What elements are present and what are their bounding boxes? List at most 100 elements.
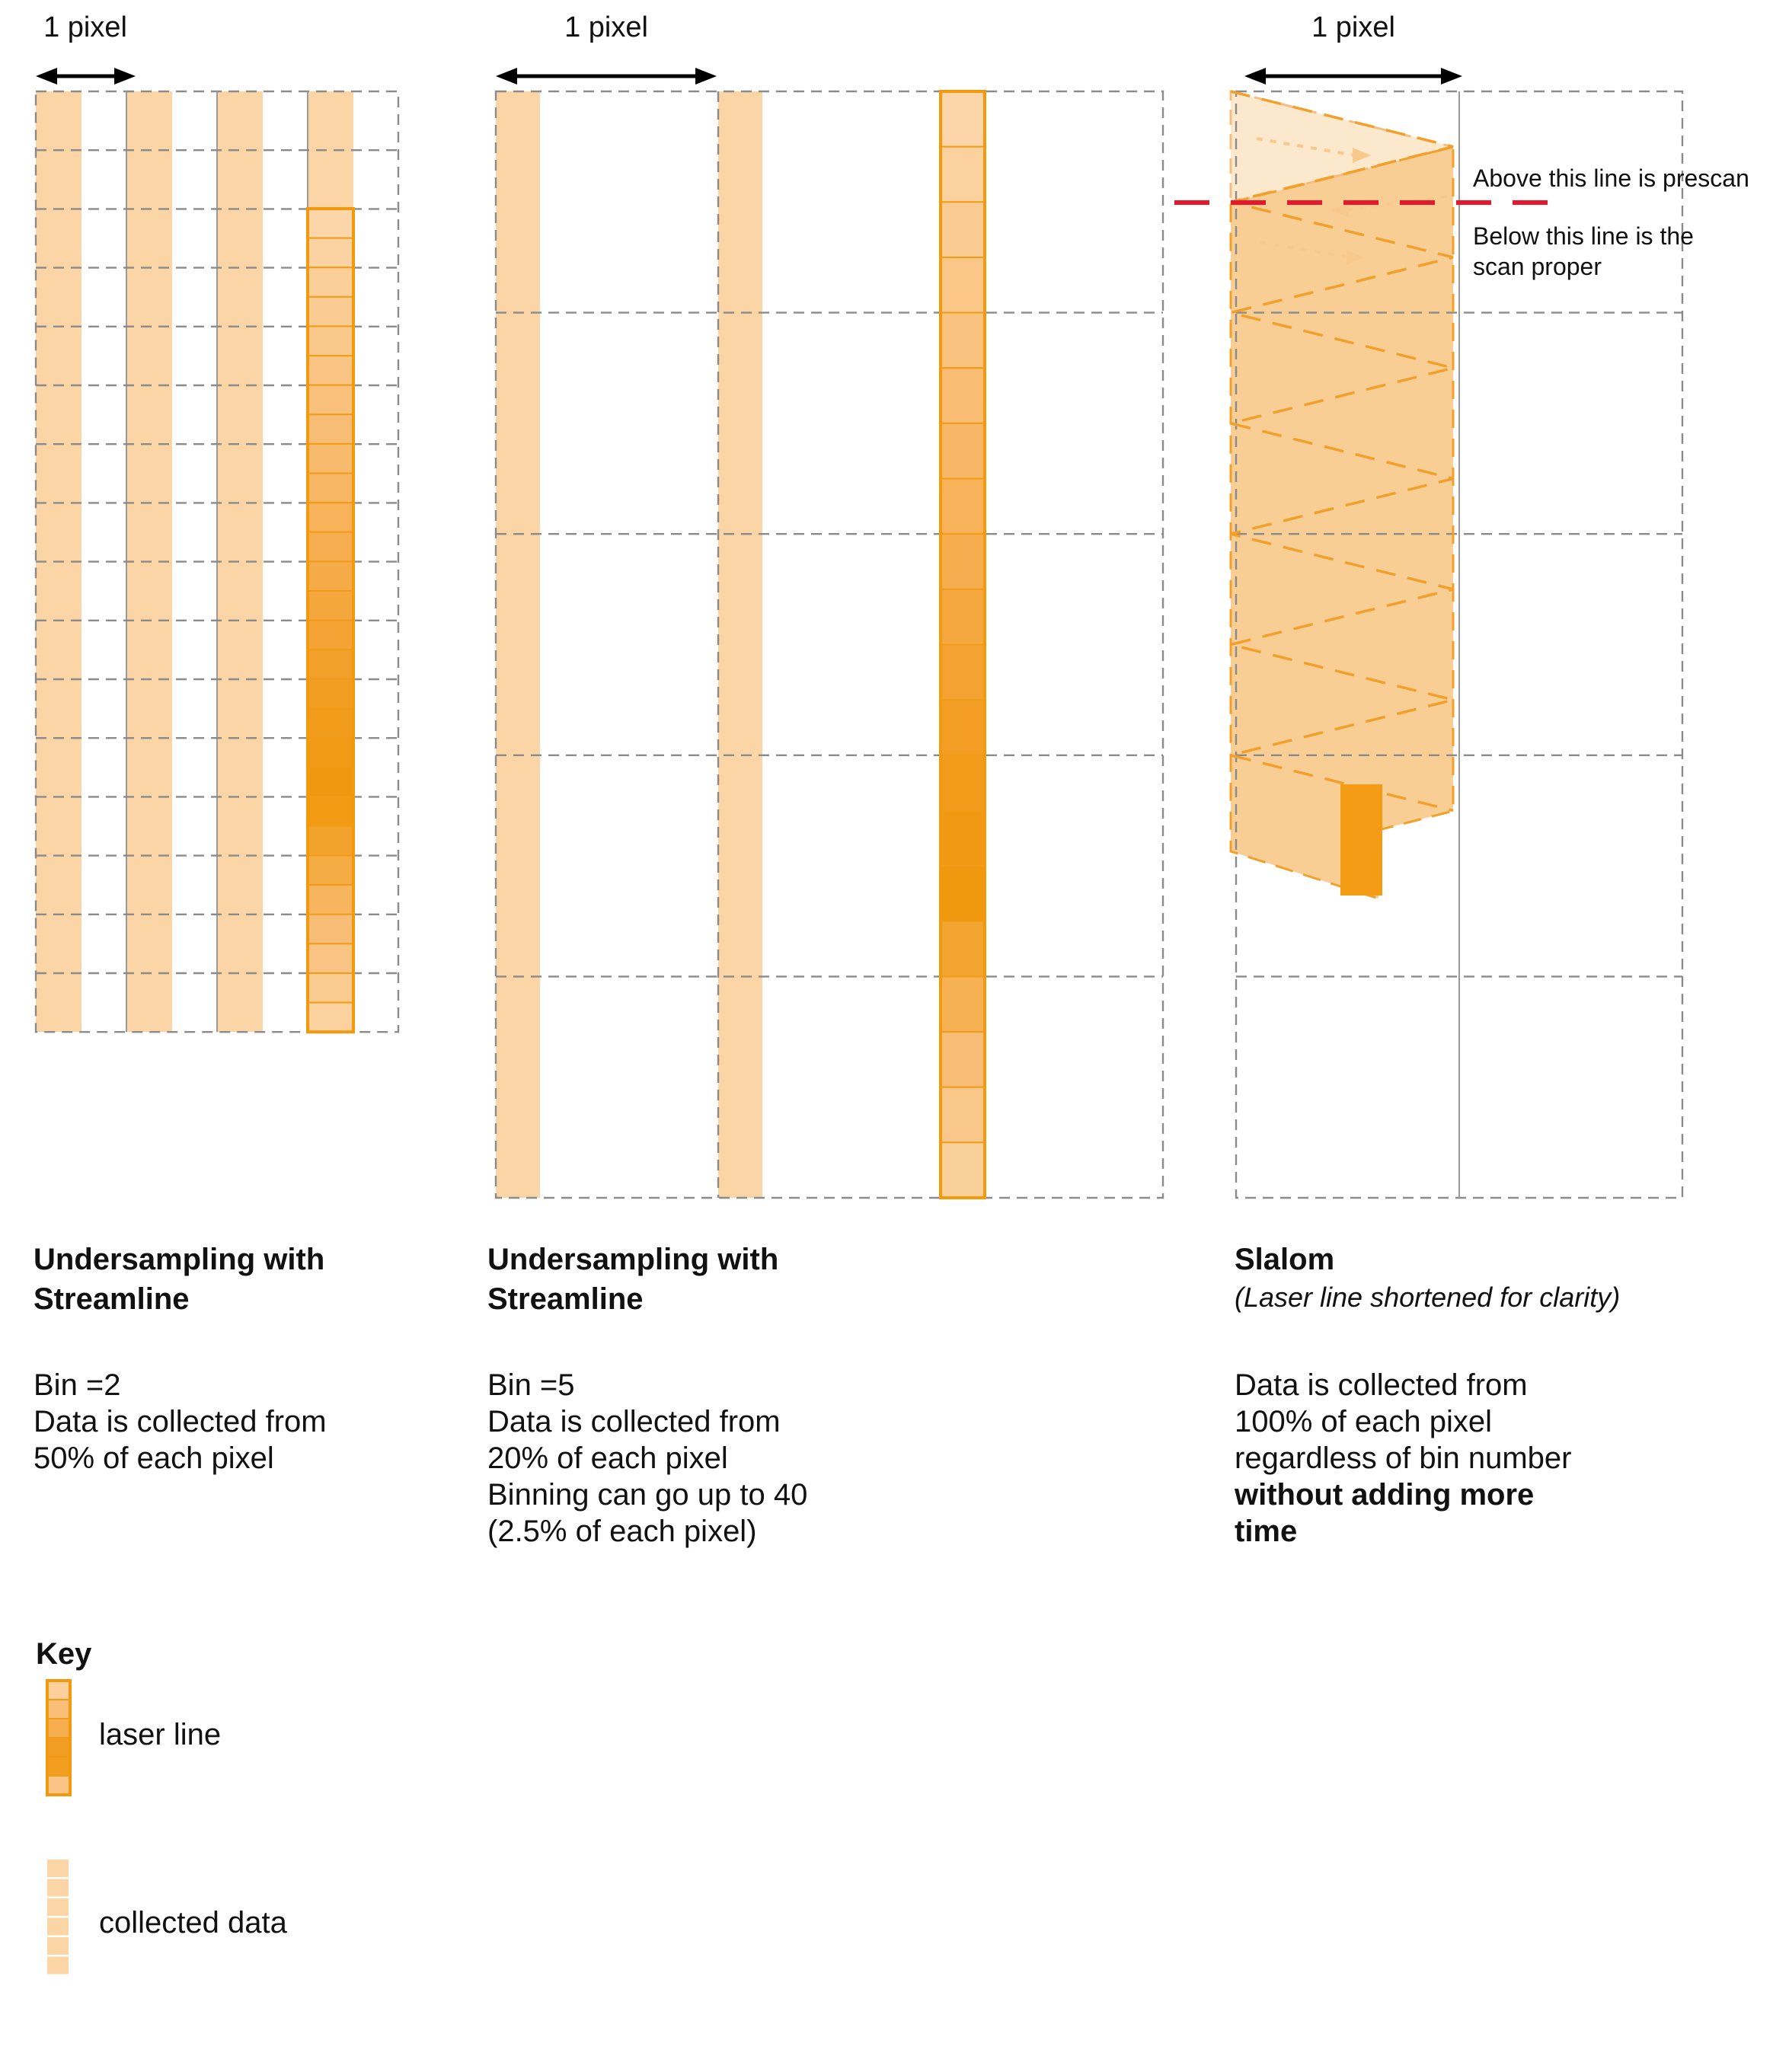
laser-line-segment [307, 854, 354, 886]
key-laser-line-swatch-segment [46, 1718, 71, 1738]
slalom-arrowhead-right [1347, 250, 1365, 265]
pixel-width-arrowhead-right [114, 68, 136, 85]
collected-data-stripe [718, 91, 762, 1198]
pixel-width-arrowhead-left [496, 68, 517, 85]
key-laser-line-swatch-segment [46, 1680, 71, 1700]
panel-body-bin5-line1: Bin =5 [487, 1368, 575, 1402]
laser-line-segment [307, 1001, 354, 1033]
panel-body-slalom-line1: Data is collected from [1235, 1368, 1528, 1402]
laser-line-segment [307, 295, 354, 327]
laser-line-segment [307, 531, 354, 563]
key-collected-data-swatch-segment [47, 1917, 69, 1936]
pixel-width-arrowhead-right [1441, 68, 1462, 85]
laser-line-segment [307, 972, 354, 1004]
laser-line-segment [307, 472, 354, 504]
laser-line-segment [307, 737, 354, 768]
laser-line-segment [307, 442, 354, 474]
pixel-width-label-bin2: 1 pixel [43, 11, 127, 43]
panel-body-bin5-line2: Data is collected from [487, 1405, 781, 1438]
laser-line-segment [307, 589, 354, 621]
panel-body-bin5: Bin =5 Data is collected from 20% of eac… [487, 1367, 807, 1550]
slalom-arrowhead-left [1331, 203, 1349, 218]
laser-line-segment [940, 311, 986, 369]
key-collected-data-swatch-segment [47, 1937, 69, 1955]
pixel-width-arrowhead-right [695, 68, 717, 85]
laser-line-segment [940, 975, 986, 1033]
laser-line-segment [940, 865, 986, 922]
key-collected-data-swatch-segment [47, 1956, 69, 1975]
panel-title-slalom: Slalom [1235, 1243, 1335, 1276]
laser-line-segment [307, 384, 354, 416]
laser-line-segment [940, 588, 986, 646]
laser-line-segment [307, 913, 354, 945]
laser-line-segment [307, 825, 354, 857]
slalom-arrowhead-right [1353, 148, 1371, 163]
prescan-region [1231, 91, 1453, 203]
slalom-return-path [1345, 195, 1448, 212]
panel-subtitle-slalom: (Laser line shortened for clarity) [1235, 1282, 1621, 1313]
panel-body-bin2-line1: Bin =2 [34, 1368, 121, 1402]
laser-line-segment [940, 809, 986, 867]
key-laser-line-swatch-segment [46, 1756, 71, 1777]
laser-line-border [939, 90, 986, 1199]
panel-body-bin2: Bin =2 Data is collected from 50% of eac… [34, 1367, 327, 1477]
laser-line-segment [940, 477, 986, 535]
slalom-laser-path [1230, 90, 1454, 813]
laser-line-segment [940, 643, 986, 701]
pixel-width-label-bin5: 1 pixel [564, 11, 648, 43]
laser-line-segment [307, 943, 354, 974]
key-label-laser-line: laser line [99, 1718, 222, 1751]
collected-data-stripe [496, 91, 540, 1198]
key-label-collected-data: collected data [99, 1906, 287, 1940]
annotation-scan-proper-line1: Below this line is the [1473, 222, 1694, 250]
panel-title-bin2-line2: Streamline [34, 1282, 190, 1316]
laser-line-segment [307, 884, 354, 915]
laser-line-segment [307, 267, 354, 298]
slalom-return-path [1256, 137, 1356, 157]
panel-body-bin2-line3: 50% of each pixel [34, 1441, 274, 1475]
panel-body-slalom-line5-bold: time [1235, 1515, 1298, 1548]
laser-line-border [306, 207, 355, 1034]
laser-line-segment [940, 1031, 986, 1088]
pixel-width-arrowhead-left [1244, 68, 1266, 85]
key-collected-data-swatch-segment [47, 1879, 69, 1897]
laser-line-segment [307, 355, 354, 386]
panel-body-bin5-line5: (2.5% of each pixel) [487, 1515, 757, 1548]
laser-line-segment [940, 754, 986, 812]
laser-line-segment [307, 413, 354, 445]
slalom-laser-line-stub [1340, 784, 1382, 896]
laser-line-segment [307, 707, 354, 739]
panel-body-slalom-line3: regardless of bin number [1235, 1441, 1572, 1475]
laser-line-segment [307, 325, 354, 357]
laser-line-segment [940, 256, 986, 314]
laser-line-segment [940, 91, 986, 148]
laser-line-segment [940, 1141, 986, 1199]
laser-line-segment [307, 796, 354, 827]
key-laser-line-swatch-segment [46, 1699, 71, 1719]
laser-line-segment [940, 367, 986, 424]
laser-line-segment [307, 502, 354, 533]
laser-line-segment [940, 533, 986, 590]
panel-body-bin5-line3: 20% of each pixel [487, 1441, 728, 1475]
laser-line-segment [307, 678, 354, 710]
laser-line-segment [940, 920, 986, 978]
key-collected-data-swatch-segment [47, 1898, 69, 1916]
prescan-outline [1229, 90, 1454, 204]
key-title: Key [36, 1637, 92, 1671]
pixel-width-arrowhead-left [36, 68, 57, 85]
panel-title-bin5: Undersampling with Streamline [487, 1240, 778, 1319]
panel-body-slalom: Data is collected from 100% of each pixe… [1235, 1367, 1571, 1550]
panel-title-bin2-line1: Undersampling with [34, 1243, 325, 1276]
annotation-scan-proper-line2: scan proper [1473, 253, 1602, 280]
annotation-prescan: Above this line is prescan [1473, 164, 1749, 192]
laser-line-segment [940, 145, 986, 203]
laser-line-segment [940, 201, 986, 258]
panel-body-slalom-line2: 100% of each pixel [1235, 1405, 1493, 1438]
panel-title-bin2: Undersampling with Streamline [34, 1240, 324, 1319]
laser-line-segment [307, 766, 354, 798]
pixel-grid-frame [494, 90, 1164, 1199]
key-laser-line-swatch-border [46, 1679, 72, 1796]
laser-line-segment [307, 237, 354, 269]
